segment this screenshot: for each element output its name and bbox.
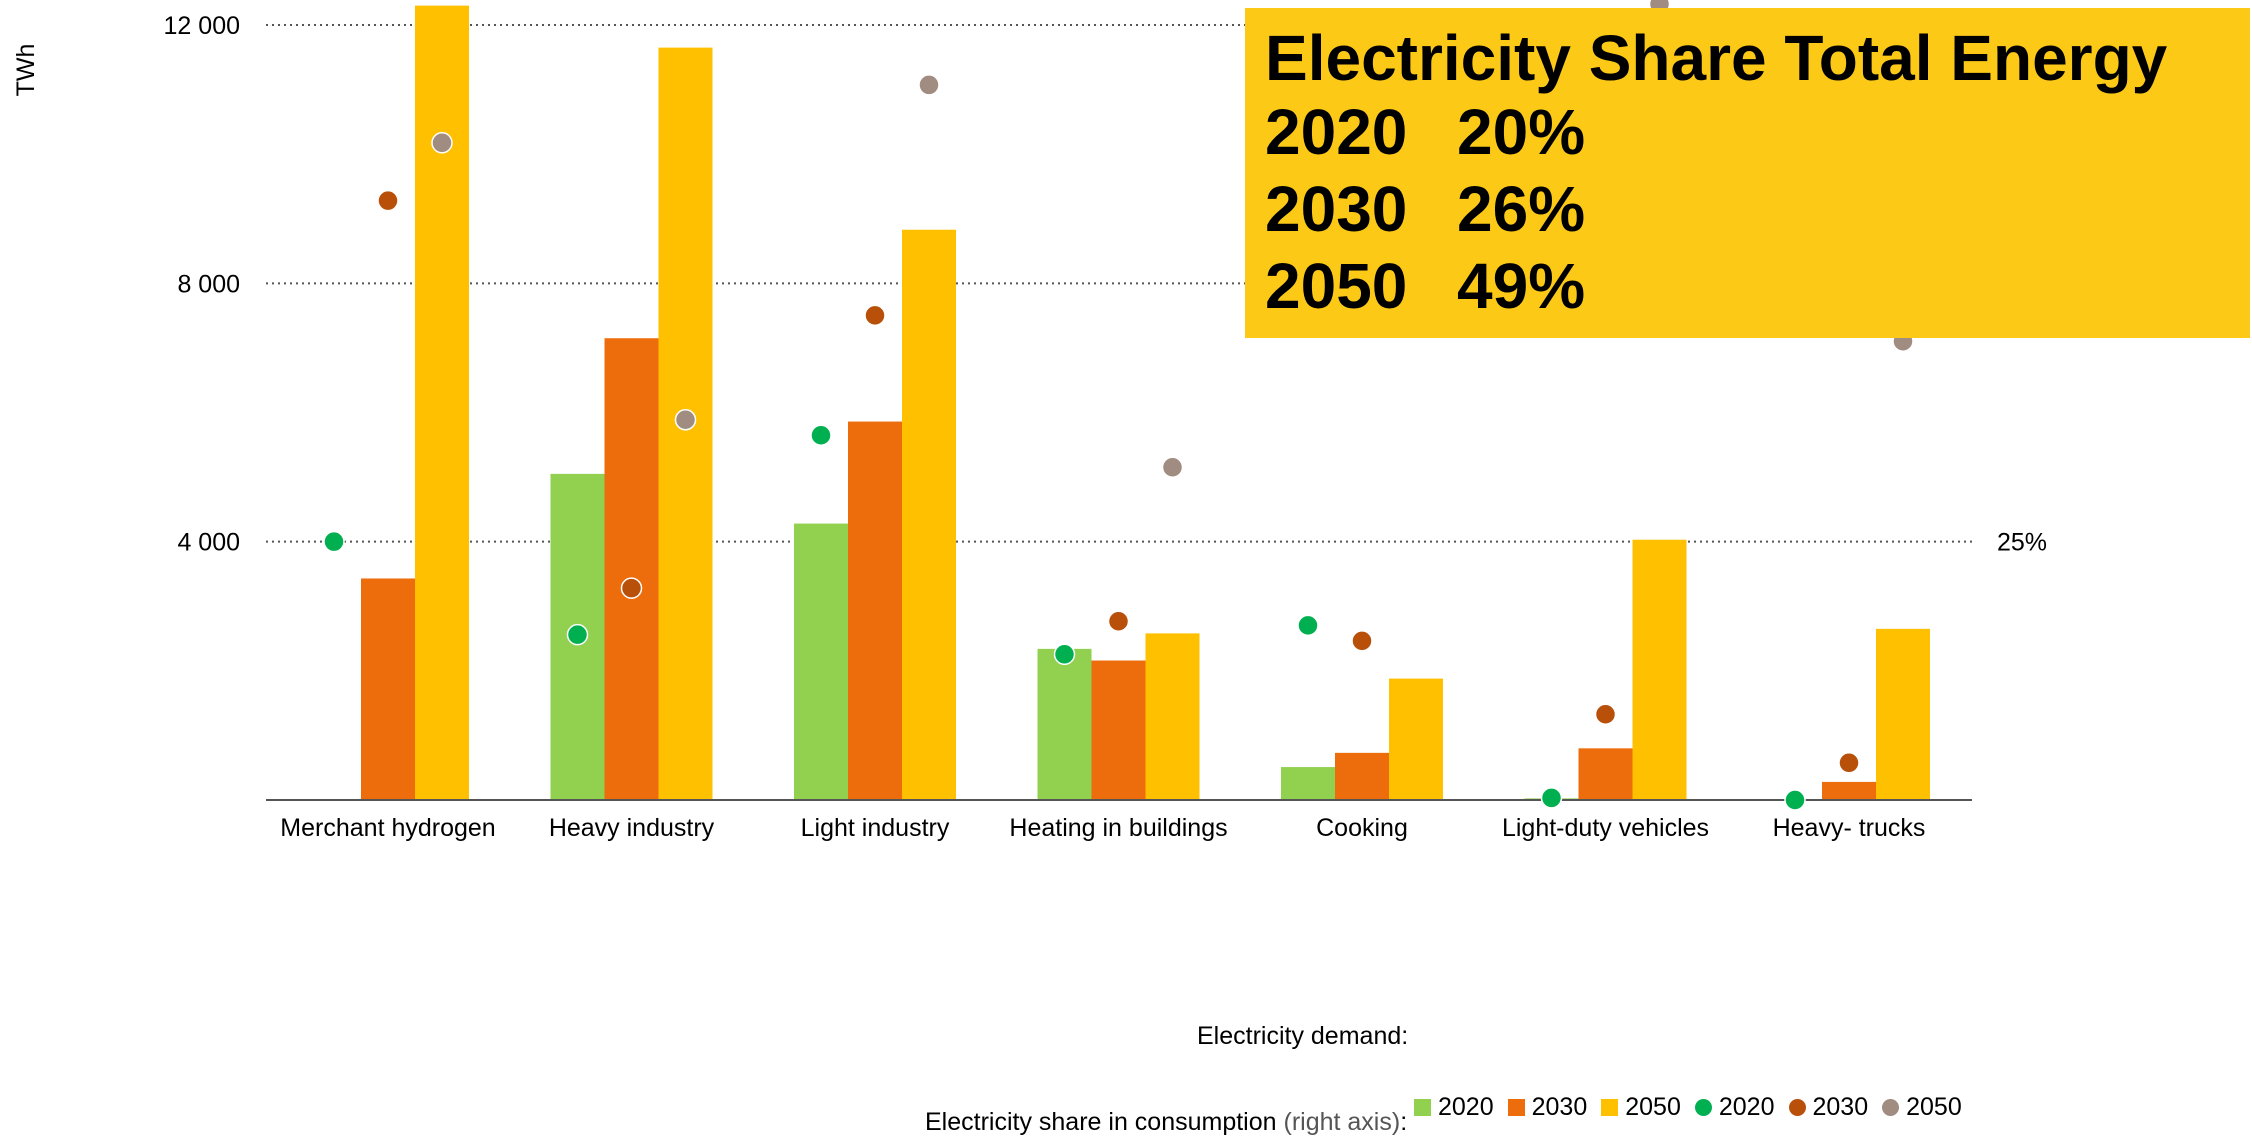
legend-item-bar-2020: 2020 (1414, 1093, 1494, 1122)
callout-title: Electricity Share Total Energy (1265, 22, 2168, 94)
category-label: Cooking (1316, 814, 1408, 842)
share-point-2030-1 (620, 577, 643, 599)
y-tick-label: 8 000 (177, 270, 240, 298)
share-point-2030-4 (1351, 630, 1373, 652)
callout-row-2030: 2030 26% (1265, 171, 2250, 248)
legend-swatch (1507, 1099, 1525, 1116)
share-point-2030-0 (377, 189, 399, 212)
share-point-2030-2 (864, 304, 886, 327)
bar-2050-4 (1389, 678, 1443, 800)
callout-year: 2030 (1265, 173, 1408, 245)
right-axis-tick-label: 25% (1997, 529, 2047, 557)
share-point-2050-0 (431, 132, 453, 154)
bar-2050-6 (1876, 628, 1930, 800)
bar-2030-0 (361, 578, 415, 800)
share-point-2030-6 (1838, 752, 1860, 774)
legend-item-dot-2050: 2050 (1882, 1093, 1962, 1122)
legend-label: 2050 (1625, 1093, 1681, 1121)
share-point-2050-3 (1161, 456, 1184, 479)
callout-share: 26% (1457, 173, 1586, 245)
share-point-2030-3 (1107, 610, 1130, 632)
category-label: Heating in buildings (1009, 814, 1227, 842)
legend-swatch (1601, 1099, 1619, 1116)
legend-share-note: (right axis) (1283, 1108, 1401, 1136)
y-tick-label: 12 000 (164, 12, 240, 40)
category-label: Light industry (801, 814, 950, 842)
callout-row-2020: 2020 20% (1265, 94, 2250, 171)
legend-title-demand: Electricity demand: (1197, 1022, 1409, 1050)
bar-2020-2 (794, 523, 848, 800)
share-point-2030-5 (1594, 703, 1617, 725)
share-point-2020-2 (810, 424, 832, 446)
callout-share: 20% (1457, 96, 1586, 168)
share-point-2020-4 (1297, 614, 1319, 637)
callout-year: 2050 (1265, 250, 1408, 322)
share-point-2020-0 (323, 530, 345, 553)
legend-swatch (1414, 1099, 1431, 1116)
callout-share: 49% (1457, 250, 1586, 322)
bar-2050-2 (902, 229, 956, 800)
electricity-share-callout: Electricity Share Total Energy 2020 20% 2… (1245, 8, 2250, 338)
y-tick-label: 4 000 (177, 529, 240, 557)
share-point-2050-1 (674, 408, 697, 431)
legend-share-suffix: : (1400, 1108, 1408, 1136)
legend-label: 2020 (1718, 1093, 1775, 1121)
bar-2050-5 (1632, 539, 1687, 800)
category-label: Heavy- trucks (1773, 814, 1926, 842)
legend-item-dot-2020: 2020 (1694, 1093, 1775, 1122)
bar-2030-6 (1822, 781, 1876, 800)
share-point-2020-6 (1784, 789, 1806, 811)
bar-2030-3 (1091, 660, 1146, 800)
y-axis-label: TWh (12, 44, 40, 97)
bar-2030-1 (604, 338, 659, 800)
legend-dot (1694, 1099, 1712, 1116)
bar-2030-4 (1335, 752, 1389, 800)
legend-item-dot-2030: 2030 (1788, 1093, 1869, 1122)
legend-dot (1882, 1099, 1900, 1116)
bar-2030-2 (848, 421, 902, 800)
bar-2050-3 (1145, 633, 1200, 800)
callout-year: 2020 (1265, 96, 1408, 168)
legend: 2020 2030 2050 2020 2030 2050 (1414, 1093, 1976, 1122)
share-point-2020-5 (1540, 787, 1563, 809)
legend-share-label: Electricity share in consumption (925, 1108, 1277, 1136)
bar-2050-0 (415, 5, 469, 800)
bar-2030-5 (1578, 748, 1633, 800)
category-label: Merchant hydrogen (280, 814, 495, 842)
share-point-2020-1 (566, 623, 589, 646)
legend-title-share: Electricity share in consumption (right … (925, 1108, 1407, 1137)
callout-row-2050: 2050 49% (1265, 248, 2250, 325)
legend-item-bar-2030: 2030 (1507, 1093, 1588, 1122)
legend-label: 2030 (1812, 1093, 1869, 1121)
legend-item-bar-2050: 2050 (1601, 1093, 1681, 1122)
bar-2020-3 (1037, 648, 1092, 800)
legend-label: 2050 (1906, 1093, 1962, 1121)
legend-label: 2030 (1531, 1093, 1588, 1121)
share-point-2050-2 (918, 74, 940, 96)
legend-label: 2020 (1438, 1093, 1494, 1121)
legend-dot (1788, 1099, 1806, 1116)
bar-2020-4 (1281, 767, 1335, 800)
category-label: Heavy industry (549, 814, 715, 842)
share-point-2020-3 (1053, 643, 1076, 666)
category-label: Light-duty vehicles (1502, 814, 1709, 842)
